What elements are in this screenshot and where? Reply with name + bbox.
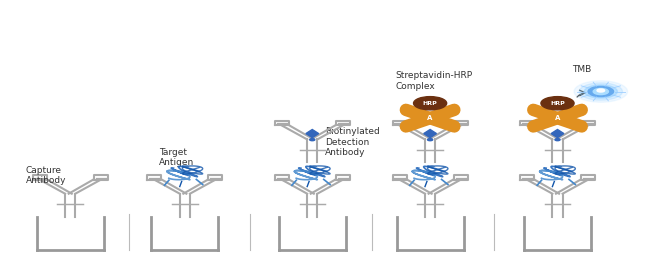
- Text: Streptavidin-HRP
Complex: Streptavidin-HRP Complex: [395, 72, 472, 91]
- Circle shape: [597, 89, 604, 92]
- Circle shape: [309, 139, 315, 141]
- Text: Target
Antigen: Target Antigen: [159, 148, 194, 167]
- Polygon shape: [306, 129, 318, 138]
- Text: A: A: [555, 115, 560, 121]
- Circle shape: [413, 97, 447, 110]
- Text: TMB: TMB: [572, 65, 592, 74]
- Circle shape: [541, 97, 574, 110]
- Circle shape: [593, 88, 608, 95]
- Circle shape: [555, 139, 560, 141]
- Text: HRP: HRP: [550, 101, 565, 106]
- Circle shape: [584, 85, 618, 98]
- Circle shape: [574, 81, 628, 102]
- Text: Biotinylated
Detection
Antibody: Biotinylated Detection Antibody: [325, 127, 380, 157]
- Text: A: A: [428, 115, 433, 121]
- Polygon shape: [424, 129, 437, 138]
- Circle shape: [428, 139, 433, 141]
- Circle shape: [579, 83, 623, 100]
- Circle shape: [588, 86, 614, 97]
- Text: HRP: HRP: [422, 101, 437, 106]
- Polygon shape: [551, 129, 564, 138]
- Text: Capture
Antibody: Capture Antibody: [25, 166, 66, 185]
